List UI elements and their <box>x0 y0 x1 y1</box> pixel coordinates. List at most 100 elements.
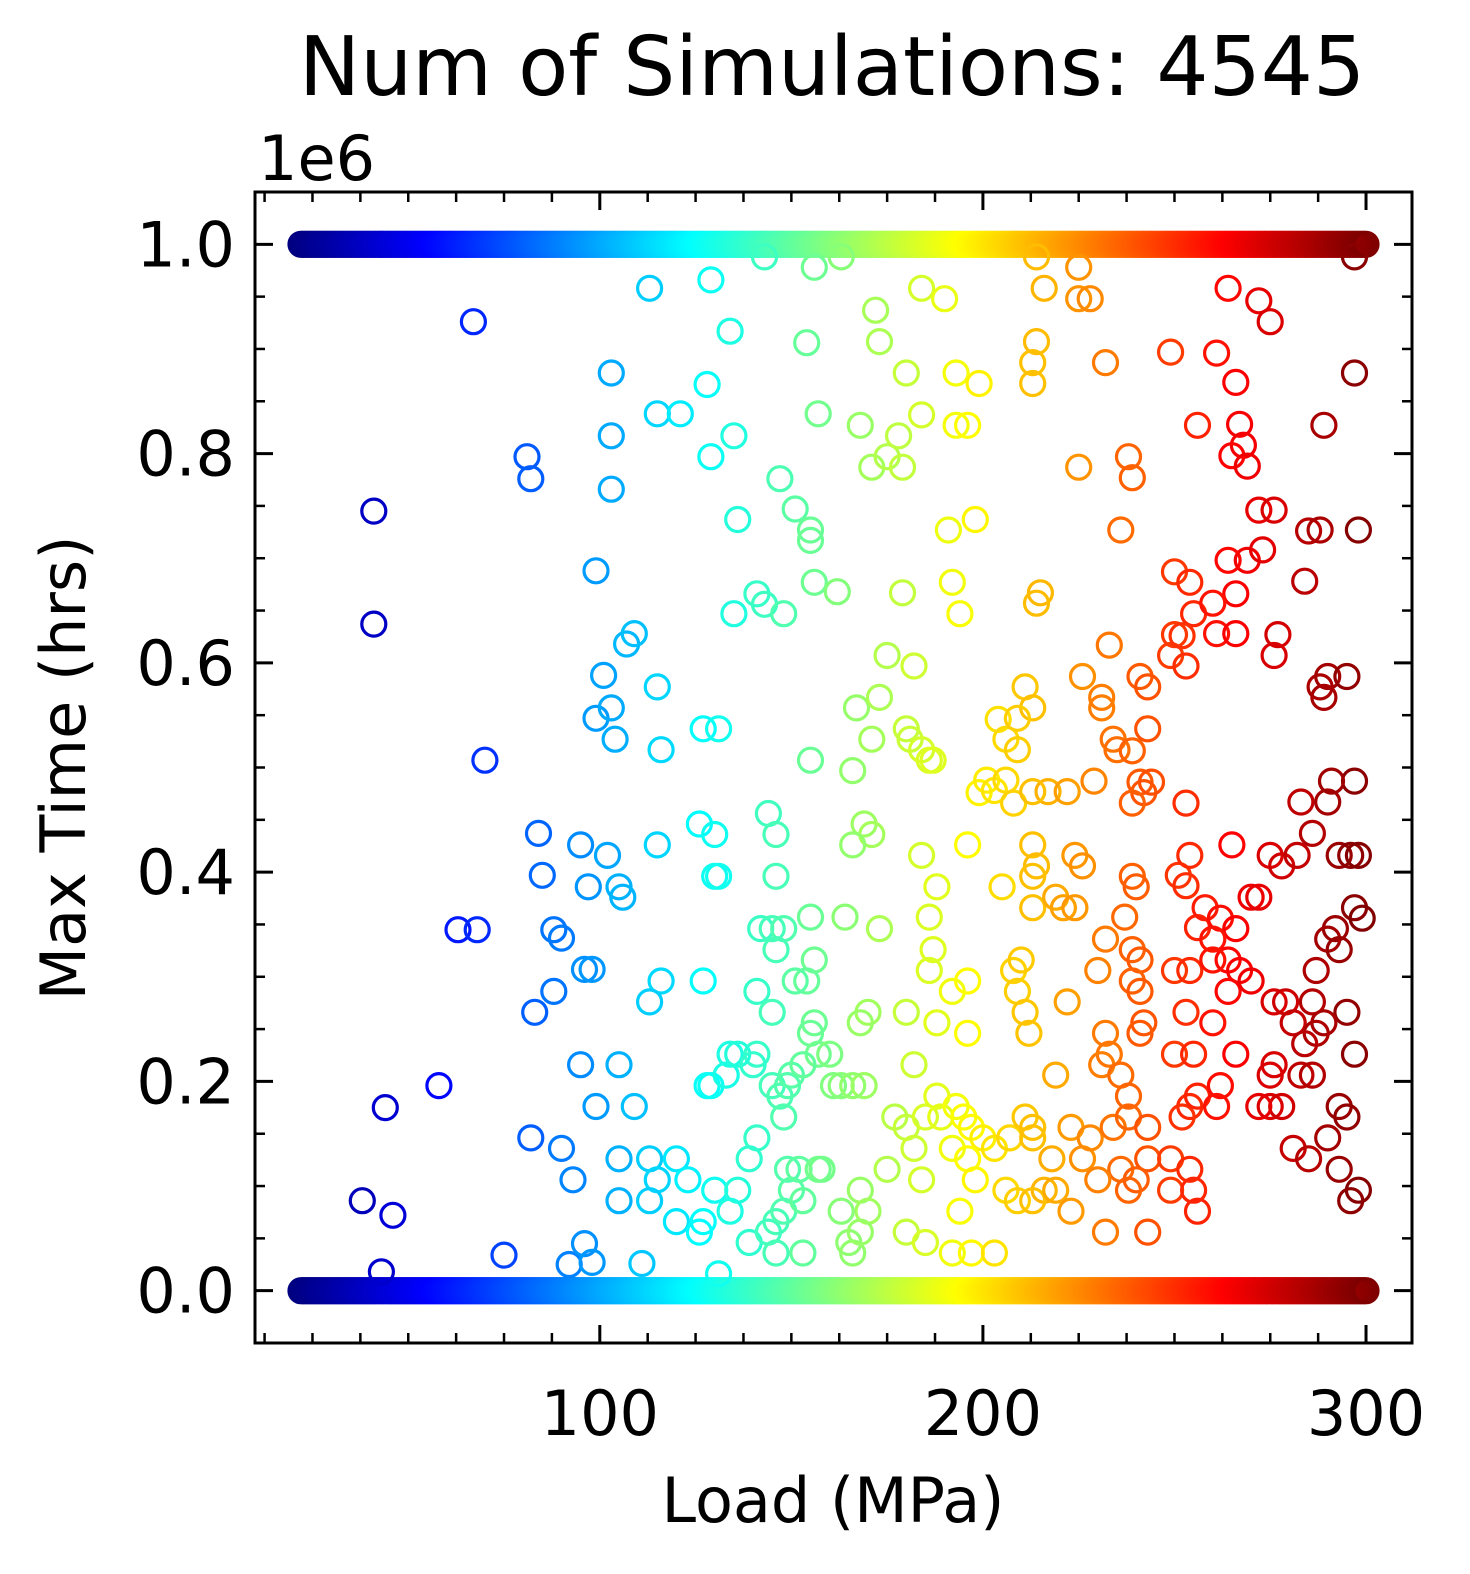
y-axis-label: Max Time (hrs) <box>27 536 100 1001</box>
data-point <box>850 1071 878 1100</box>
data-point <box>704 862 733 890</box>
data-point <box>1264 620 1292 649</box>
data-point <box>789 1187 817 1215</box>
data-point <box>1222 368 1250 396</box>
data-point <box>601 725 629 753</box>
data-point <box>1314 788 1342 816</box>
data-point <box>919 746 947 774</box>
data-point <box>716 317 744 345</box>
data-point <box>953 411 982 439</box>
data-point <box>1160 1040 1189 1068</box>
data-point <box>873 1155 901 1183</box>
data-point <box>1225 410 1254 438</box>
data-point <box>808 1155 836 1183</box>
data-point <box>1019 831 1047 859</box>
data-point <box>635 274 664 302</box>
data-point <box>781 967 809 995</box>
data-point <box>762 862 790 890</box>
data-point <box>919 935 947 964</box>
data-point <box>961 1166 989 1194</box>
data-point <box>911 1103 940 1131</box>
data-point <box>846 1009 874 1037</box>
data-point <box>961 505 989 534</box>
data-point <box>371 1093 399 1122</box>
data-point <box>1084 1166 1112 1194</box>
data-point <box>1134 1218 1162 1246</box>
data-point <box>1340 243 1369 271</box>
data-point <box>1168 1103 1196 1131</box>
y-tick-label: 0.8 <box>136 418 235 491</box>
data-point <box>1118 789 1146 817</box>
data-point <box>720 422 748 450</box>
data-point <box>1068 852 1097 880</box>
data-point <box>839 831 867 859</box>
data-points <box>287 230 1380 1305</box>
data-point <box>735 1145 763 1173</box>
data-point <box>823 578 851 606</box>
data-point <box>697 266 725 294</box>
data-point <box>934 516 963 544</box>
data-point <box>804 400 832 428</box>
data-point <box>360 497 388 525</box>
data-point <box>1222 619 1250 648</box>
data-point <box>1042 1176 1070 1204</box>
data-point <box>1091 925 1120 953</box>
y-tick-label: 0.0 <box>136 1255 235 1328</box>
data-point <box>724 505 752 534</box>
data-point <box>946 600 974 628</box>
data-point <box>1114 443 1143 471</box>
data-point <box>1019 777 1047 806</box>
data-point <box>1172 652 1200 680</box>
data-point <box>1091 1019 1120 1047</box>
data-point <box>907 274 936 302</box>
data-point <box>1344 516 1373 544</box>
data-point <box>1137 768 1166 796</box>
data-point <box>1325 935 1353 964</box>
data-point <box>762 1239 790 1267</box>
data-point <box>570 1229 599 1258</box>
data-point <box>674 1166 702 1194</box>
data-point <box>1042 1061 1070 1089</box>
data-point <box>1176 956 1204 985</box>
data-point <box>574 873 602 901</box>
data-point <box>846 1218 874 1246</box>
data-point <box>907 1166 936 1194</box>
data-point <box>524 819 553 848</box>
data-point <box>988 873 1016 901</box>
data-point <box>1019 1187 1047 1215</box>
data-point <box>1218 831 1246 859</box>
data-point <box>827 1197 855 1225</box>
x-axis-label: Load (MPa) <box>662 1464 1005 1537</box>
data-point <box>1310 411 1338 439</box>
data-point <box>1003 1187 1032 1215</box>
data-point <box>892 359 920 387</box>
data-point <box>1179 1176 1208 1204</box>
data-point <box>1260 988 1288 1016</box>
data-point <box>865 914 894 943</box>
data-point <box>1340 767 1369 795</box>
data-point <box>1011 998 1039 1026</box>
data-point <box>953 1019 982 1047</box>
data-point <box>701 820 729 849</box>
data-point <box>819 1071 848 1100</box>
data-point <box>1256 1061 1284 1089</box>
data-point <box>915 956 943 985</box>
data-point <box>781 495 809 523</box>
data-point <box>1076 285 1104 313</box>
x-tick-label: 100 <box>541 1377 659 1450</box>
data-point <box>1111 903 1139 931</box>
data-point <box>1199 946 1227 974</box>
data-point <box>609 883 637 911</box>
data-point <box>1306 516 1334 544</box>
data-point <box>566 1051 595 1079</box>
data-point <box>1310 683 1338 712</box>
data-point <box>643 673 671 701</box>
data-point <box>597 475 625 503</box>
data-point <box>1038 1145 1066 1173</box>
data-point <box>750 243 779 271</box>
data-point <box>865 328 894 356</box>
data-point <box>796 516 825 544</box>
data-point <box>1007 946 1035 974</box>
data-point <box>1256 1092 1284 1121</box>
data-point <box>953 831 982 859</box>
